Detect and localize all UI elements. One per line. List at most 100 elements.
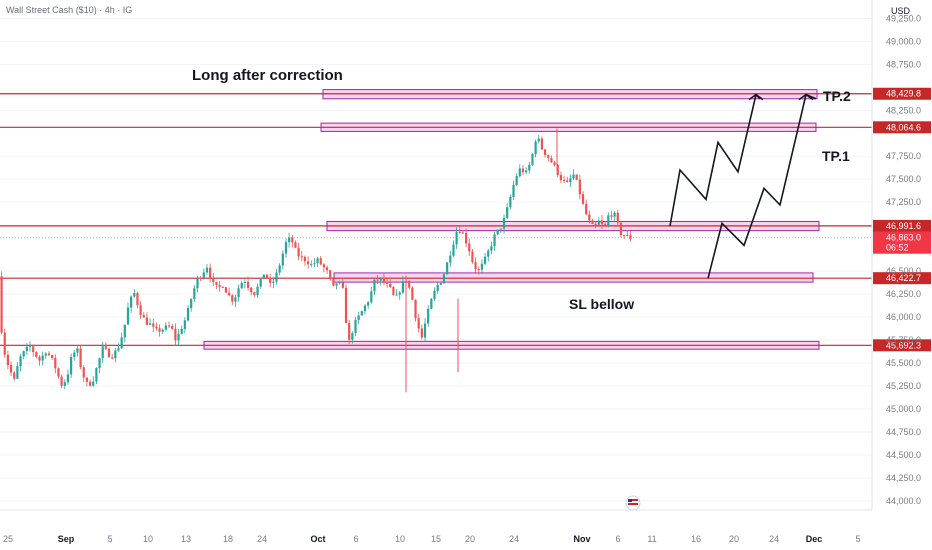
annotation-long-after-correction[interactable]: Long after correction: [192, 67, 343, 84]
currency-label[interactable]: USD: [890, 6, 910, 16]
x-tick-label: 24: [769, 534, 779, 544]
candle-body: [161, 329, 164, 332]
candle-body: [373, 279, 376, 292]
candle-body: [148, 323, 152, 325]
candle-body: [95, 368, 98, 382]
candle-body: [19, 356, 22, 367]
projection-path-a[interactable]: [669, 93, 761, 227]
candle-body: [297, 247, 300, 257]
candle-body: [550, 158, 553, 163]
y-axis: 49,250.0 49,000.0 48,750.0 48,250.0 47,750.0…: [871, 0, 921, 510]
candle-body: [133, 292, 136, 297]
candle-body: [284, 242, 288, 254]
candle-body: [392, 287, 395, 295]
candle-body: [199, 277, 202, 279]
candle-body: [626, 234, 629, 236]
candle-body: [540, 138, 544, 150]
candle-body: [76, 348, 79, 353]
candle-body: [411, 287, 414, 300]
annotation-tp1[interactable]: TP.1: [822, 148, 850, 164]
candle-body: [139, 305, 142, 316]
candle-body: [420, 328, 423, 338]
candle-body: [28, 346, 32, 348]
candle-body: [446, 262, 449, 275]
candle-body: [193, 288, 196, 300]
candle-body: [496, 229, 499, 235]
candle-body: [575, 174, 578, 180]
projection-path-b[interactable]: [707, 93, 817, 279]
candle-body: [215, 282, 218, 286]
candle-body: [433, 290, 436, 299]
candle-body: [566, 180, 569, 182]
candle-body: [85, 377, 89, 382]
candle-body: [493, 234, 496, 247]
arrow-head: [798, 93, 814, 101]
x-tick-label: 5: [855, 534, 860, 544]
candle-body: [389, 283, 392, 288]
candle-body: [38, 356, 41, 361]
candle-body: [616, 212, 619, 223]
annotation-sl-bellow[interactable]: SL bellow: [569, 296, 634, 312]
price-level-tag: [873, 272, 931, 285]
candle-body: [73, 352, 76, 357]
candle-body: [427, 308, 430, 324]
y-tick-label: 46,000.0: [886, 312, 921, 322]
candle-body: [145, 317, 149, 325]
annotation-tp2[interactable]: TP.2: [823, 88, 851, 104]
candle-body: [237, 288, 240, 298]
candle-body: [604, 224, 607, 226]
candle-body: [243, 281, 247, 283]
candle-body: [32, 346, 35, 353]
candle-body: [117, 348, 120, 351]
candle-body: [325, 267, 329, 271]
x-tick-label: 6: [353, 534, 358, 544]
candle-body: [534, 141, 537, 155]
candle-body: [234, 297, 237, 302]
zone-box[interactable]: [333, 272, 814, 283]
candle-body: [288, 237, 291, 243]
candle-body: [629, 234, 632, 239]
candle-body: [329, 270, 332, 280]
candle-body: [221, 286, 224, 288]
us-flag-icon-canton: [628, 499, 632, 502]
x-tick-label: Sep: [58, 534, 75, 544]
candle-body: [506, 207, 509, 218]
candle-body: [588, 214, 591, 221]
candle-body: [92, 381, 95, 386]
x-tick-label: Nov: [573, 534, 590, 544]
candle-body: [351, 333, 354, 340]
candle-body: [231, 295, 234, 302]
candle-body: [25, 346, 28, 352]
y-tick-label: 45,750.0: [886, 335, 921, 345]
candle-body: [370, 291, 373, 303]
candle-body: [256, 286, 259, 296]
candle-body: [152, 323, 155, 327]
candle-body: [395, 294, 398, 296]
candle-body: [101, 346, 104, 359]
candle-body: [174, 328, 177, 341]
candle-body: [155, 326, 158, 329]
candle-body: [35, 352, 38, 357]
candle-body: [518, 168, 521, 177]
level-layer: 48,429.8 48,064.6 46,991.6 46,422.7 45,692.3…: [0, 87, 931, 352]
candle-body: [246, 281, 250, 288]
candle-body: [537, 138, 540, 142]
candle-body: [107, 348, 111, 358]
y-tick-label: 46,500.0: [886, 266, 921, 276]
candle-layer: [0, 128, 632, 393]
candle-body: [142, 315, 145, 318]
candle-body: [553, 162, 556, 165]
price-level-label: 48,429.8: [886, 89, 921, 99]
candle-body: [41, 355, 44, 361]
candle-body: [455, 232, 458, 245]
candle-body: [300, 256, 303, 258]
annotation-layer: Long after correction TP.2 TP.1 SL bellow: [192, 67, 851, 312]
y-tick-label: 48,250.0: [886, 105, 921, 115]
candle-body: [597, 220, 600, 225]
candle-body: [111, 357, 114, 359]
y-tick-label: 49,000.0: [886, 36, 921, 46]
candle-body: [487, 250, 490, 257]
candle-body: [591, 220, 594, 224]
